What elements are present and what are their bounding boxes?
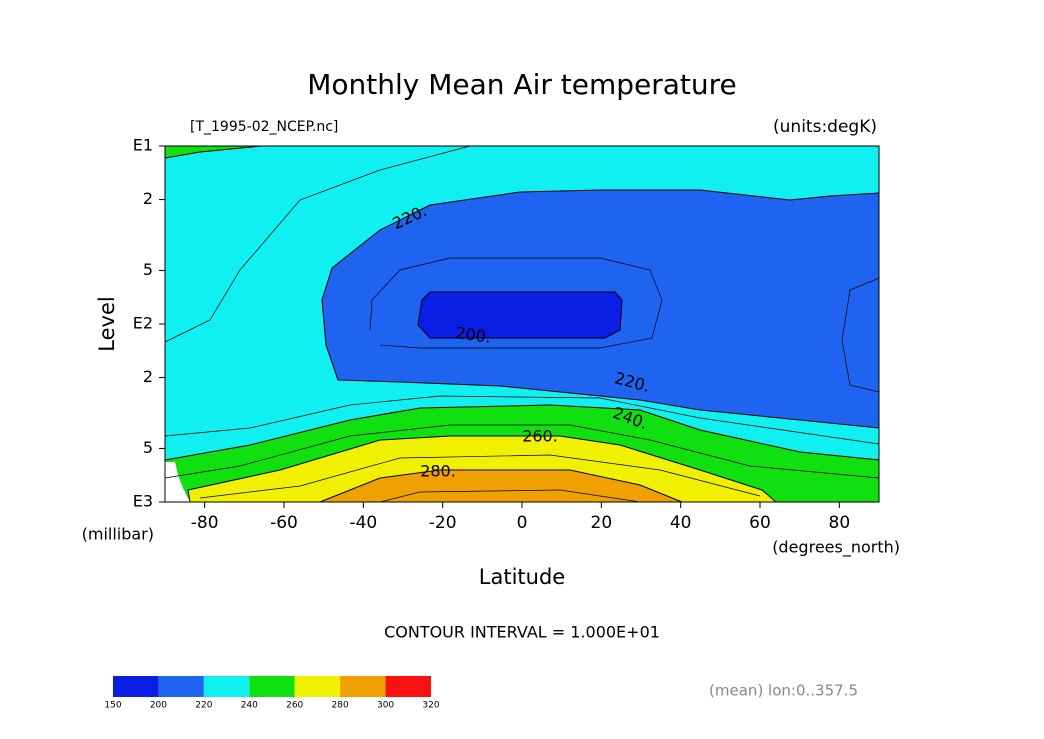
x-axis-label: Latitude <box>479 565 565 589</box>
contour-label: 280. <box>420 462 456 481</box>
y-tick-label: 5 <box>143 438 153 457</box>
y-tick-label: E2 <box>133 314 153 333</box>
footnote: (mean) lon:0..357.5 <box>709 682 858 700</box>
x-tick-label: -60 <box>270 513 298 533</box>
x-tick-label: -80 <box>191 513 219 533</box>
y-tick-label: 5 <box>143 260 153 279</box>
y-units: (millibar) <box>82 525 154 544</box>
colorbar-label: 200 <box>150 701 167 711</box>
colorbar-swatch <box>249 676 295 697</box>
colorbar-label: 220 <box>195 701 212 711</box>
x-units: (degrees_north) <box>772 538 900 558</box>
x-tick-label: 40 <box>670 513 692 533</box>
colorbar-label: 260 <box>286 701 303 711</box>
x-tick-label: 20 <box>591 513 613 533</box>
y-tick-label: 2 <box>143 367 153 386</box>
y-axis-label: Level <box>95 296 119 351</box>
contour-label: 260. <box>522 427 558 446</box>
colorbar-label: 240 <box>241 701 258 711</box>
colorbar-swatch <box>158 676 204 697</box>
colorbar-swatch <box>340 676 386 697</box>
colorbar-label: 280 <box>332 701 349 711</box>
x-tick-label: 60 <box>749 513 771 533</box>
contour-line <box>841 277 880 393</box>
x-tick-label: -40 <box>349 513 377 533</box>
contour-line <box>199 454 761 499</box>
colorbar-swatch <box>294 676 341 697</box>
y-tick-label: E3 <box>133 492 153 511</box>
contour-interval: CONTOUR INTERVAL = 1.000E+01 <box>384 623 660 642</box>
x-tick-label: 0 <box>517 513 528 533</box>
colorbar-label: 300 <box>377 701 394 711</box>
colorbar-label: 320 <box>422 701 439 711</box>
contour-line <box>164 395 880 445</box>
colorbar-swatch <box>113 676 159 697</box>
contour-line <box>164 424 880 479</box>
x-tick-label: -20 <box>429 513 457 533</box>
missing-data <box>165 462 190 502</box>
x-tick-label: 80 <box>829 513 851 533</box>
contour-fill <box>417 291 623 339</box>
contour-line <box>369 257 663 349</box>
y-tick-label: E1 <box>133 136 153 155</box>
file-label: [T_1995-02_NCEP.nc] <box>190 119 338 135</box>
contour-label: 200. <box>454 323 492 347</box>
contour-line <box>164 145 471 343</box>
chart-title: Monthly Mean Air temperature <box>307 68 737 101</box>
colorbar-swatch <box>385 676 431 697</box>
colorbar-label: 150 <box>104 701 121 711</box>
contour-line <box>379 489 641 503</box>
units-label: (units:degK) <box>773 117 877 137</box>
y-tick-label: 2 <box>143 189 153 208</box>
colorbar-swatch <box>203 676 250 697</box>
